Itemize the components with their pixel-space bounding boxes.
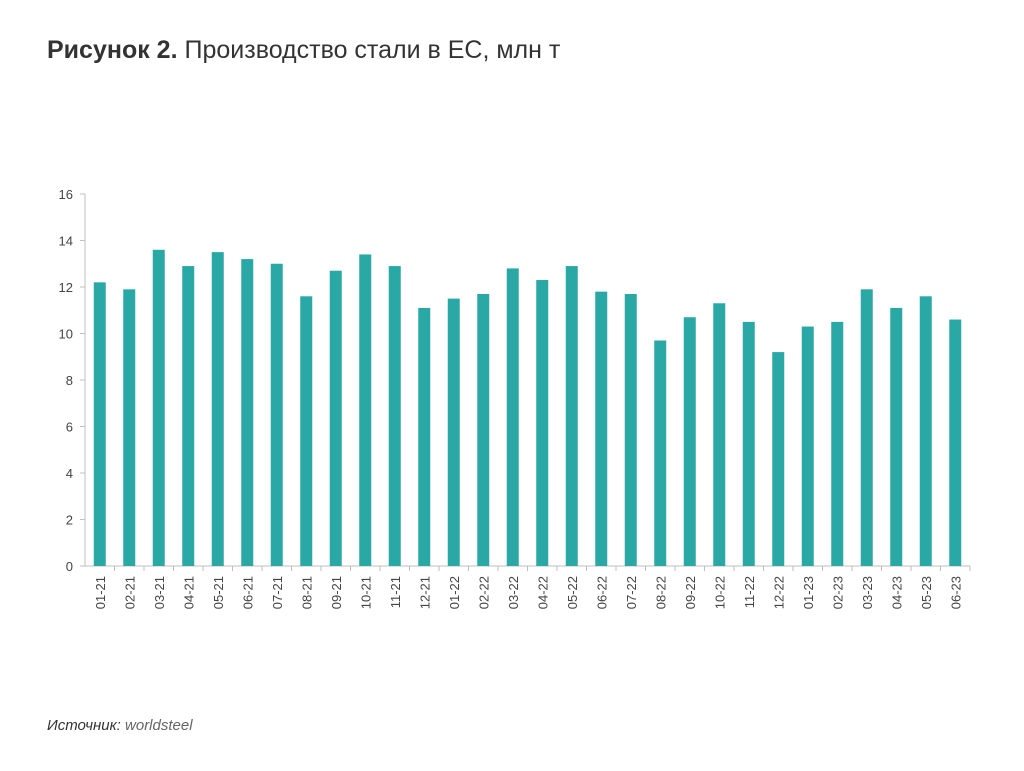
chart-title: Рисунок 2. Производство стали в ЕС, млн … <box>47 36 560 65</box>
x-tick-label: 06-23 <box>948 576 963 609</box>
bar <box>300 296 313 566</box>
x-tick-label: 02-22 <box>476 576 491 609</box>
bar <box>123 289 136 566</box>
y-axis: 0 2 4 6 8 10 12 14 16 <box>59 187 86 574</box>
figure-caption: Производство стали в ЕС, млн т <box>184 36 561 64</box>
x-tick-label: 07-22 <box>624 576 639 609</box>
bars <box>93 249 962 567</box>
bar <box>595 291 608 566</box>
bar <box>565 266 578 566</box>
y-tick-label: 14 <box>59 234 73 249</box>
x-tick-label: 09-22 <box>683 576 698 609</box>
y-tick-label: 6 <box>66 420 73 435</box>
x-tick-label: 03-22 <box>506 576 521 609</box>
source-note: Источник: worldsteel <box>47 717 193 734</box>
bar <box>359 254 372 566</box>
bar <box>182 266 195 566</box>
bar <box>919 296 932 566</box>
x-tick-label: 01-23 <box>801 576 816 609</box>
x-tick-label: 11-21 <box>388 576 403 608</box>
x-tick-label: 02-23 <box>830 576 845 609</box>
bar <box>152 249 165 567</box>
source-value: worldsteel <box>125 717 193 734</box>
x-tick-label: 06-21 <box>240 576 255 609</box>
bar <box>624 293 637 566</box>
bar <box>93 282 106 566</box>
y-tick-label: 4 <box>66 466 73 481</box>
bar <box>388 266 401 566</box>
bar <box>418 307 431 566</box>
bar <box>860 289 873 566</box>
y-tick-label: 12 <box>59 280 73 295</box>
x-tick-label: 08-21 <box>299 576 314 609</box>
y-tick-label: 8 <box>66 373 73 388</box>
bar <box>506 268 519 566</box>
bar <box>801 326 814 566</box>
bar <box>683 317 696 566</box>
x-tick-label: 07-21 <box>270 576 285 609</box>
y-tick-label: 16 <box>59 187 73 202</box>
x-tick-label: 09-21 <box>329 576 344 609</box>
bar <box>536 280 549 566</box>
x-tick-label: 10-21 <box>358 576 373 609</box>
bar <box>713 303 726 566</box>
bar <box>211 252 224 566</box>
x-tick-label: 03-23 <box>860 576 875 609</box>
x-tick-label: 05-22 <box>565 576 580 609</box>
x-tick-label: 01-21 <box>93 576 108 609</box>
y-tick-label: 2 <box>66 513 73 528</box>
figure-number: Рисунок 2. <box>47 36 178 64</box>
bar <box>772 352 785 566</box>
bar <box>329 270 342 566</box>
x-tick-label: 01-22 <box>447 576 462 609</box>
x-tick-label: 12-21 <box>417 576 432 609</box>
bar <box>477 293 490 566</box>
x-axis: 01-21 02-21 03-21 04-21 05-21 06-21 07-21 08-21… <box>85 565 971 609</box>
bar <box>742 321 755 566</box>
x-tick-label: 04-21 <box>181 576 196 609</box>
bar <box>241 259 254 566</box>
x-tick-label: 08-22 <box>653 576 668 609</box>
y-tick-label: 10 <box>59 327 73 342</box>
x-tick-label: 05-21 <box>211 576 226 609</box>
x-tick-label: 05-23 <box>919 576 934 609</box>
x-tick-label: 04-23 <box>889 576 904 609</box>
x-tick-label: 11-22 <box>742 576 757 608</box>
x-tick-label: 02-21 <box>122 576 137 609</box>
x-tick-label: 12-22 <box>771 576 786 609</box>
bar <box>890 307 903 566</box>
x-tick-label: 06-22 <box>594 576 609 609</box>
bar <box>447 298 460 566</box>
x-tick-label: 10-22 <box>712 576 727 609</box>
source-label: Источник: <box>47 717 121 734</box>
bar <box>654 340 667 566</box>
x-tick-label: 03-21 <box>152 576 167 609</box>
y-tick-label: 0 <box>66 559 73 574</box>
bar <box>270 263 283 566</box>
bar <box>949 319 962 566</box>
x-tick-label: 04-22 <box>535 576 550 609</box>
bar <box>831 321 844 566</box>
